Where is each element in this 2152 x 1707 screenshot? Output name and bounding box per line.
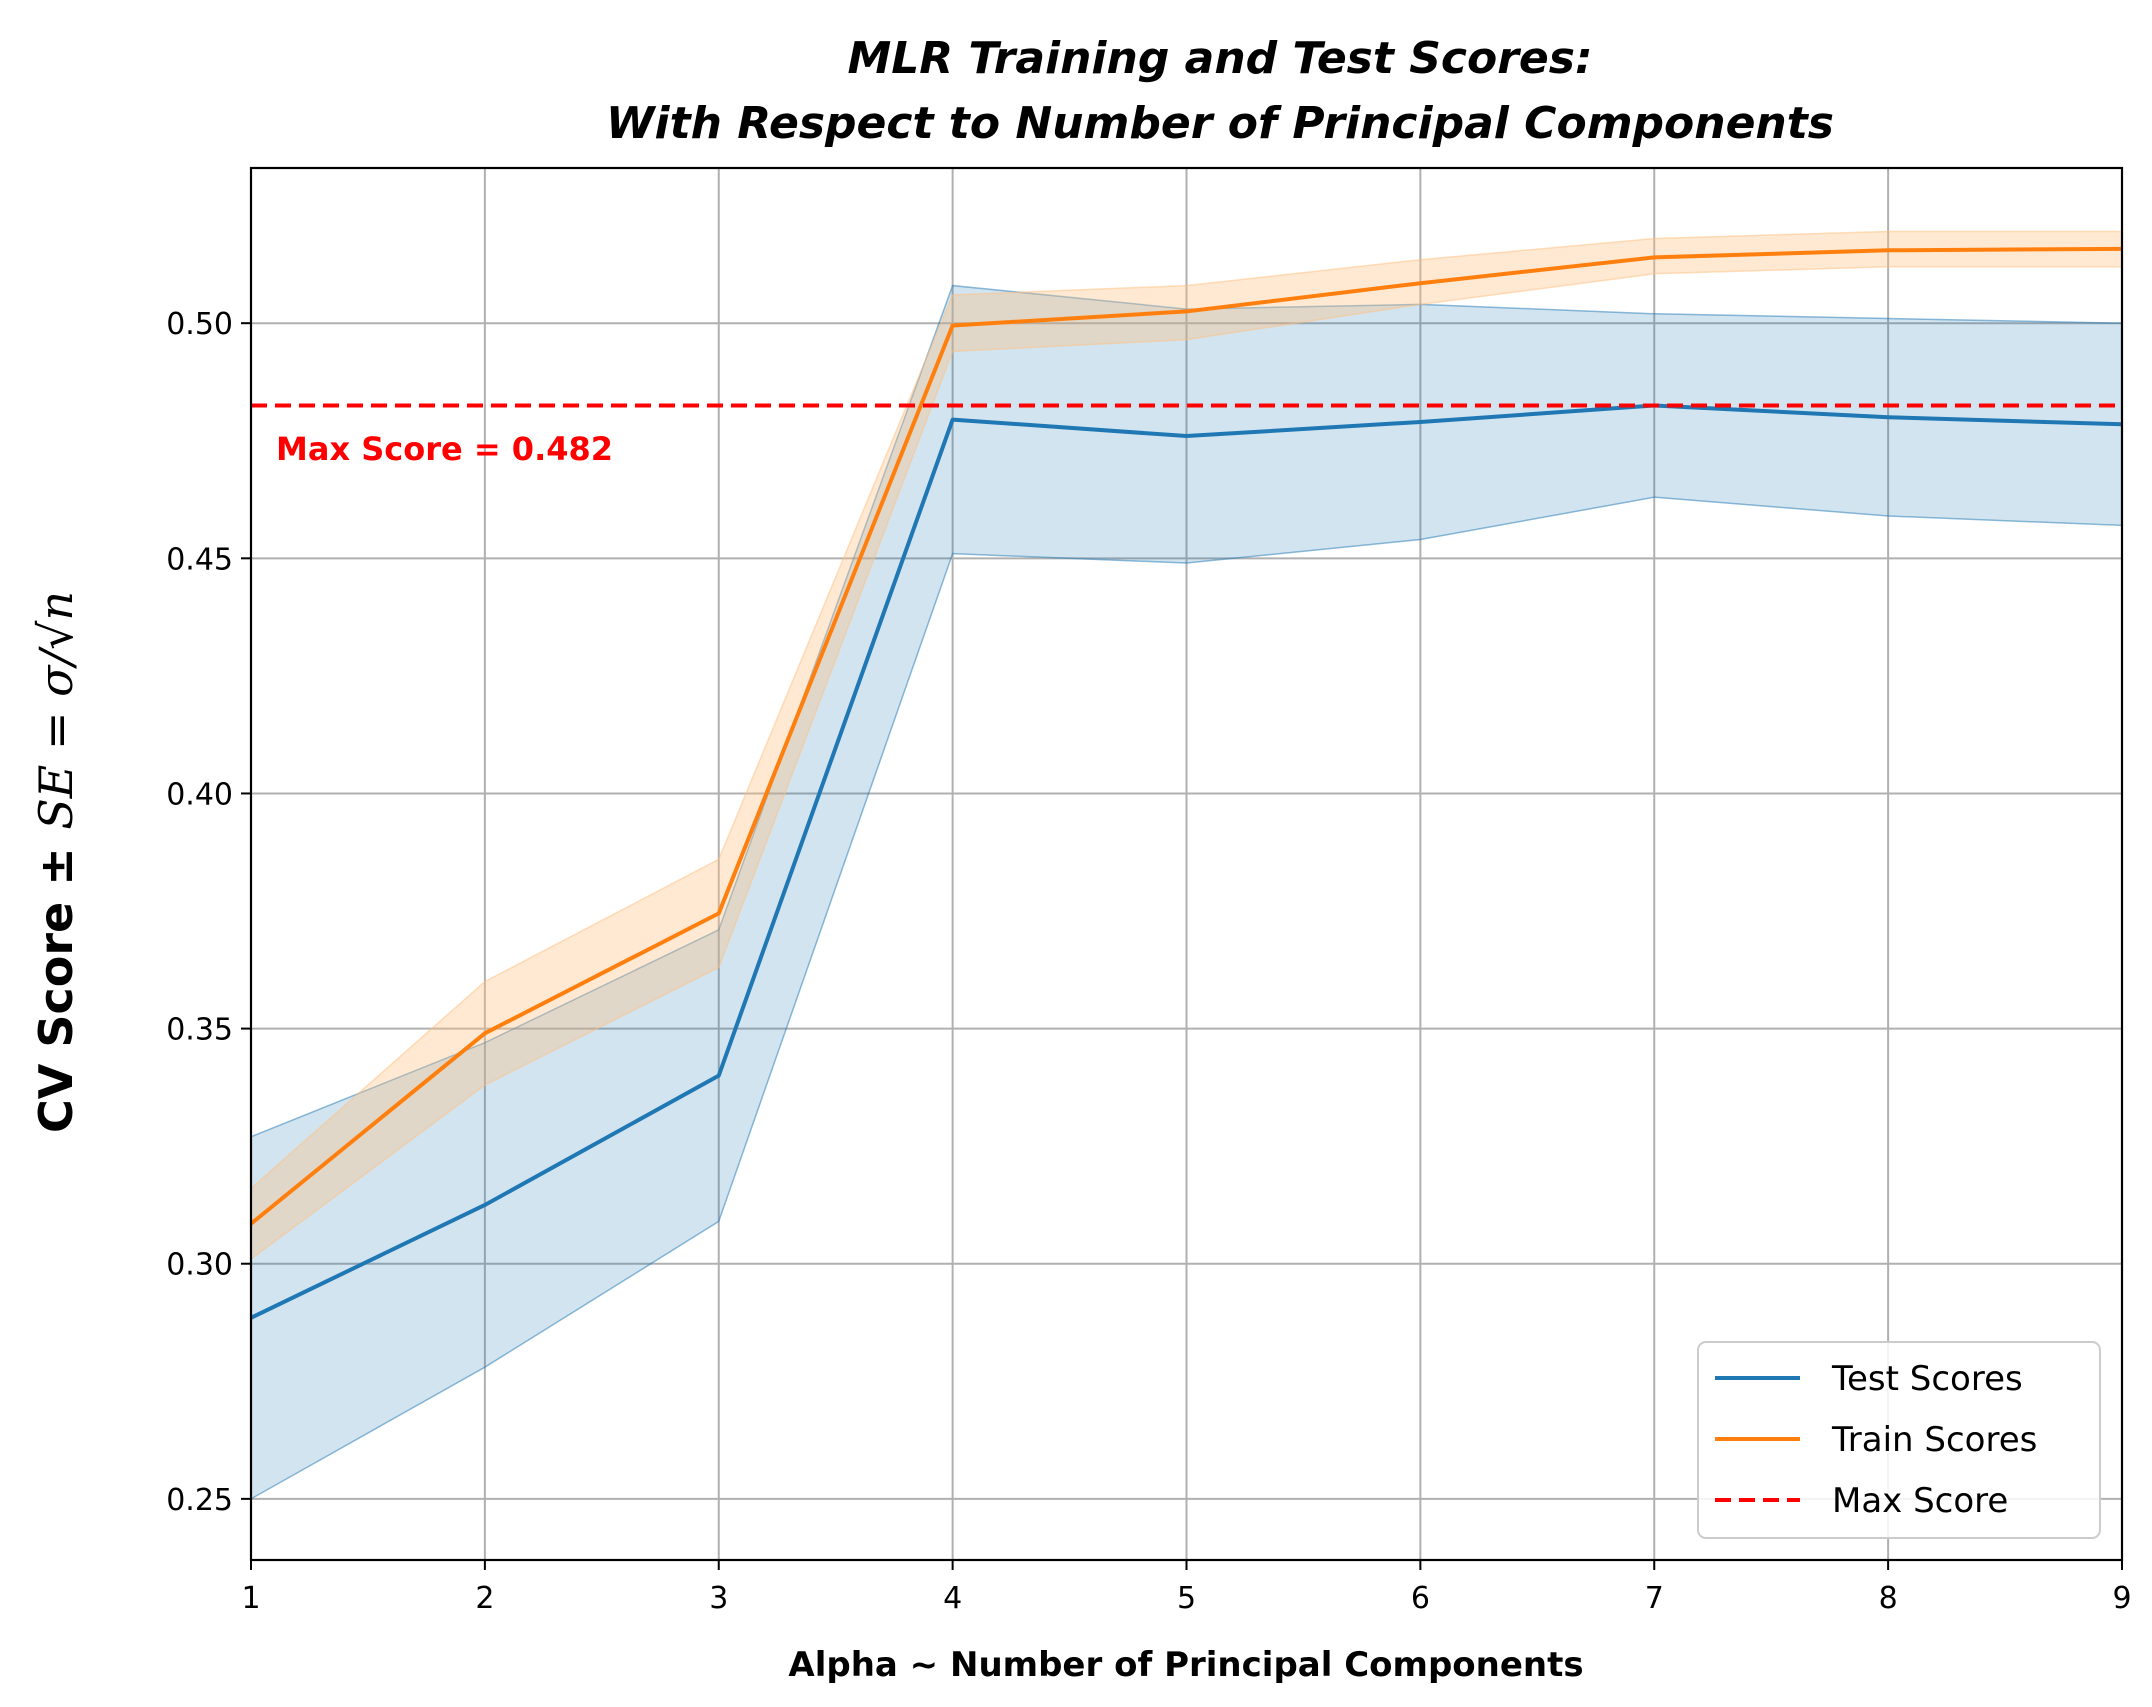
y-tick-label-0.45: 0.45 [166, 542, 233, 577]
data-point-test-6 [1420, 421, 1421, 422]
y-axis-label-prefix: CV Score ± [29, 847, 83, 1133]
y-tick-label-0.30: 0.30 [166, 1248, 233, 1283]
series-line-train [249, 246, 2123, 1226]
y-axis-label-math: SE = σ/√n [29, 591, 83, 830]
data-point-test-5 [1186, 436, 1187, 437]
legend-frame [1697, 1341, 2101, 1539]
data-point-test-4 [952, 419, 953, 420]
x-tick-label-8: 8 [1879, 1581, 1898, 1616]
x-tick-label-9: 9 [2112, 1581, 2131, 1616]
y-axis-ticks: 0.25 0.30 0.35 0.40 0.45 0.50 [166, 307, 251, 1518]
y-tick-label-0.35: 0.35 [166, 1013, 233, 1048]
max-score-annotation: Max Score = 0.482 [276, 430, 613, 468]
data-point-train-4 [952, 325, 953, 326]
legend-label-max: Max Score [1832, 1481, 2008, 1521]
data-point-test-2 [484, 1204, 485, 1205]
data-point-train-6 [1420, 283, 1421, 284]
series-line-test [250, 403, 2123, 1320]
x-tick-label-6: 6 [1411, 1581, 1430, 1616]
chart-title-line2: With Respect to Number of Principal Comp… [606, 98, 1834, 149]
x-tick-label-2: 2 [475, 1581, 494, 1616]
data-point-test-3 [718, 1075, 719, 1076]
data-point-train-7 [1654, 257, 1655, 258]
data-point-train-3 [718, 913, 719, 914]
x-axis-ticks: 1 2 3 4 5 6 7 8 9 [241, 1560, 2132, 1616]
data-point-test-8 [1888, 417, 1889, 418]
legend-label-train: Train Scores [1831, 1420, 2037, 1460]
series-lines [249, 246, 2123, 1320]
x-tick-label-4: 4 [943, 1581, 962, 1616]
y-tick-label-0.25: 0.25 [166, 1483, 233, 1518]
chart-title-line1: MLR Training and Test Scores: [847, 33, 1592, 84]
data-point-train-8 [1888, 250, 1889, 251]
y-tick-label-0.40: 0.40 [166, 777, 233, 812]
x-tick-label-5: 5 [1177, 1581, 1196, 1616]
x-tick-label-1: 1 [241, 1581, 260, 1616]
y-tick-label-0.50: 0.50 [166, 307, 233, 342]
x-tick-label-3: 3 [709, 1581, 728, 1616]
y-axis-label: CV Score ± SE = σ/√n [29, 591, 83, 1133]
legend: Test Scores Train Scores Max Score [1697, 1341, 2101, 1539]
x-axis-label: Alpha ~ Number of Principal Components [788, 1645, 1583, 1685]
data-point-train-2 [484, 1033, 485, 1034]
legend-label-test: Test Scores [1831, 1359, 2023, 1399]
x-tick-label-7: 7 [1645, 1581, 1664, 1616]
data-point-train-5 [1186, 311, 1187, 312]
